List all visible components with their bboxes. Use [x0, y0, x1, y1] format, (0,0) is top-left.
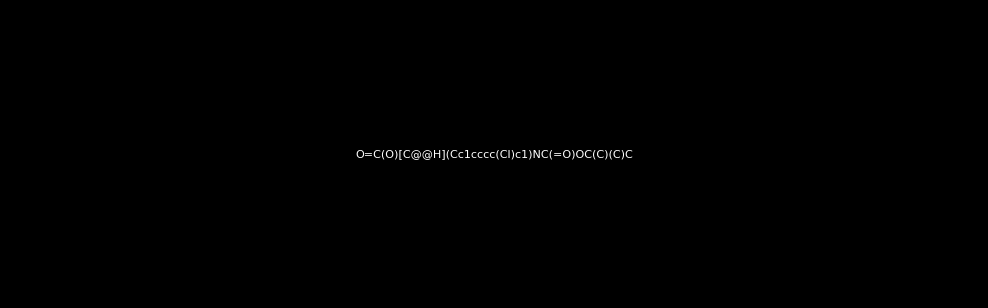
Text: O=C(O)[C@@H](Cc1cccc(Cl)c1)NC(=O)OC(C)(C)C: O=C(O)[C@@H](Cc1cccc(Cl)c1)NC(=O)OC(C)(C… [355, 149, 633, 159]
